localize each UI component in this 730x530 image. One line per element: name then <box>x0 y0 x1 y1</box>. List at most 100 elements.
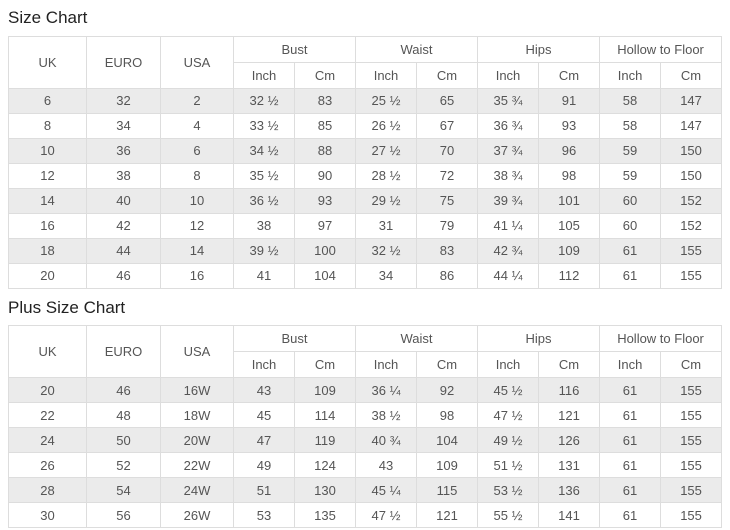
table-cell: 8 <box>160 162 234 189</box>
table-cell: 147 <box>660 112 723 139</box>
table-cell: 49 ½ <box>477 427 540 454</box>
column-subheader-bust-cm: Cm <box>293 61 357 89</box>
table-cell: 44 ¼ <box>477 262 540 289</box>
table-cell: 88 <box>293 137 357 164</box>
table-cell: 46 <box>86 262 161 289</box>
column-subheader-waist-cm: Cm <box>416 61 479 89</box>
table-cell: 38 <box>233 212 295 239</box>
table-cell: 155 <box>660 502 723 529</box>
table-cell: 27 ½ <box>355 137 418 164</box>
table-cell: 36 ¼ <box>355 377 418 404</box>
table-cell: 41 <box>233 262 295 289</box>
table-row: 10 36 6 34 ½ 88 27 ½ 70 37 ¾ 96 59 150 <box>8 137 723 164</box>
table-cell: 42 <box>86 212 161 239</box>
size-chart-title: Size Chart <box>8 8 88 27</box>
table-row: 28 54 24W 51 130 45 ¼ 115 53 ½ 136 61 155 <box>8 477 723 504</box>
table-cell: 93 <box>538 112 601 139</box>
header-row-groups: UK EURO USA Bust Waist Hips Hollow to Floor <box>8 35 723 89</box>
table-cell: 109 <box>293 377 357 404</box>
table-cell: 86 <box>416 262 479 289</box>
table-cell: 152 <box>660 187 723 214</box>
table-cell: 6 <box>160 137 234 164</box>
table-cell: 61 <box>599 237 662 264</box>
table-cell: 47 <box>233 427 295 454</box>
table-cell: 54 <box>86 477 161 504</box>
table-cell: 155 <box>660 427 723 454</box>
table-cell: 115 <box>416 477 479 504</box>
table-row: 26 52 22W 49 124 43 109 51 ½ 131 61 155 <box>8 452 723 479</box>
table-cell: 85 <box>293 112 357 139</box>
table-cell: 72 <box>416 162 479 189</box>
column-subheader-hips-cm: Cm <box>538 61 601 89</box>
size-chart-table-body: 6 32 2 32 ½ 83 25 ½ 65 35 ¾ 91 58 147 8 34 4 33 ½ 85 26 … <box>8 87 723 289</box>
table-cell: 155 <box>660 402 723 429</box>
table-cell: 43 <box>233 377 295 404</box>
table-cell: 12 <box>160 212 234 239</box>
table-cell: 100 <box>293 237 357 264</box>
table-cell: 44 <box>86 237 161 264</box>
table-cell: 101 <box>538 187 601 214</box>
table-cell: 61 <box>599 402 662 429</box>
table-cell: 35 ¾ <box>477 87 540 114</box>
column-subheader-hips-inch: Inch <box>477 61 540 89</box>
table-cell: 4 <box>160 112 234 139</box>
table-cell: 10 <box>160 187 234 214</box>
table-cell: 41 ¼ <box>477 212 540 239</box>
table-cell: 155 <box>660 377 723 404</box>
table-cell: 121 <box>538 402 601 429</box>
column-subheader-hollow-to-floor-inch: Inch <box>599 351 662 379</box>
column-subheader-hips-inch: Inch <box>477 351 540 379</box>
column-subheader-bust-inch: Inch <box>233 61 295 89</box>
table-cell: 40 <box>86 187 161 214</box>
table-row: 24 50 20W 47 119 40 ¾ 104 49 ½ 126 61 155 <box>8 427 723 454</box>
table-cell: 28 ½ <box>355 162 418 189</box>
column-header-usa: USA <box>160 325 234 379</box>
table-cell: 39 ¾ <box>477 187 540 214</box>
table-cell: 150 <box>660 137 723 164</box>
table-cell: 83 <box>416 237 479 264</box>
table-cell: 60 <box>599 212 662 239</box>
plus-size-chart-table-head: UK EURO USA Bust Waist Hips Hollow to Floor Inc… <box>8 325 723 379</box>
table-cell: 65 <box>416 87 479 114</box>
header-row-groups: UK EURO USA Bust Waist Hips Hollow to Floor <box>8 325 723 379</box>
table-cell: 61 <box>599 427 662 454</box>
table-cell: 16 <box>160 262 234 289</box>
table-cell: 38 <box>86 162 161 189</box>
table-cell: 121 <box>416 502 479 529</box>
table-cell: 37 ¾ <box>477 137 540 164</box>
column-group-header-hips: Hips <box>477 325 601 353</box>
table-cell: 30 <box>8 502 87 529</box>
table-cell: 91 <box>538 87 601 114</box>
table-cell: 25 ½ <box>355 87 418 114</box>
table-cell: 14 <box>8 187 87 214</box>
plus-size-chart-title: Plus Size Chart <box>8 297 126 317</box>
table-cell: 61 <box>599 452 662 479</box>
column-header-uk: UK <box>8 35 87 89</box>
table-cell: 20 <box>8 377 87 404</box>
table-cell: 16W <box>160 377 234 404</box>
table-row: 16 42 12 38 97 31 79 41 ¼ 105 60 152 <box>8 212 723 239</box>
column-header-euro: EURO <box>86 35 161 89</box>
table-cell: 152 <box>660 212 723 239</box>
table-cell: 58 <box>599 112 662 139</box>
table-cell: 53 <box>233 502 295 529</box>
table-cell: 136 <box>538 477 601 504</box>
table-cell: 98 <box>538 162 601 189</box>
table-cell: 45 ½ <box>477 377 540 404</box>
column-subheader-hollow-to-floor-cm: Cm <box>660 351 723 379</box>
column-subheader-hollow-to-floor-cm: Cm <box>660 61 723 89</box>
table-cell: 38 ¾ <box>477 162 540 189</box>
table-cell: 116 <box>538 377 601 404</box>
table-cell: 29 ½ <box>355 187 418 214</box>
column-subheader-waist-inch: Inch <box>355 61 418 89</box>
table-cell: 96 <box>538 137 601 164</box>
table-row: 6 32 2 32 ½ 83 25 ½ 65 35 ¾ 91 58 147 <box>8 87 723 114</box>
table-cell: 22 <box>8 402 87 429</box>
table-cell: 55 ½ <box>477 502 540 529</box>
table-cell: 114 <box>293 402 357 429</box>
table-cell: 61 <box>599 377 662 404</box>
table-cell: 50 <box>86 427 161 454</box>
table-cell: 47 ½ <box>355 502 418 529</box>
table-cell: 34 ½ <box>233 137 295 164</box>
